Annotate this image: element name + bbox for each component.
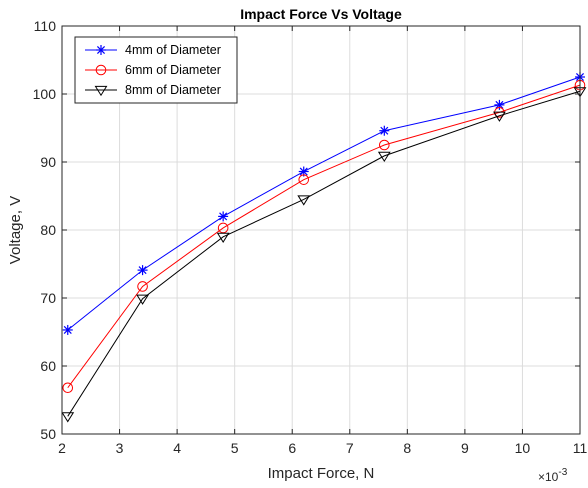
data-point	[493, 111, 506, 122]
data-point	[62, 324, 73, 335]
data-point	[298, 166, 309, 177]
x-tick-label: 10	[515, 440, 531, 456]
asterisk-stroke	[219, 212, 228, 221]
x-exponent-base: ×10	[538, 470, 559, 484]
asterisk-stroke	[96, 45, 106, 55]
x-tick-label: 6	[288, 440, 296, 456]
ticks: 2 3 4 5 6 7 8 9 10 11 50 60 70 80 90 100 110	[33, 18, 588, 456]
legend-item: 8mm of Diameter	[85, 83, 221, 97]
asterisk-stroke	[380, 126, 389, 135]
legend-item: 6mm of Diameter	[85, 63, 221, 77]
x-exponent-power: -3	[558, 467, 567, 478]
series-3	[61, 87, 587, 423]
data-point	[298, 174, 310, 185]
x-tick-label: 9	[461, 440, 469, 456]
data-point	[61, 412, 75, 423]
x-tick-label: 11	[573, 440, 588, 456]
data-point	[377, 151, 391, 163]
series-layer	[61, 72, 587, 423]
x-tick-label: 8	[403, 440, 411, 456]
data-point	[62, 382, 74, 394]
legend-label: 4mm of Diameter	[125, 43, 221, 57]
x-tick-label: 2	[58, 440, 66, 456]
asterisk-stroke	[63, 325, 72, 334]
data-point	[379, 139, 390, 151]
legend: 4mm of Diameter 6mm of Diameter 8mm of Dia…	[74, 36, 238, 104]
x-tick-label: 7	[346, 440, 354, 456]
legend-label: 6mm of Diameter	[125, 63, 221, 77]
legend-marker	[95, 64, 107, 76]
data-point	[216, 232, 230, 243]
series-line	[67, 90, 581, 417]
y-tick-label: 60	[40, 358, 56, 374]
data-point	[494, 99, 505, 110]
legend-label: 8mm of Diameter	[125, 83, 221, 97]
y-axis-label: Voltage, V	[7, 196, 24, 264]
y-tick-label: 50	[40, 426, 56, 442]
legend-marker	[94, 85, 108, 97]
asterisk-stroke	[138, 266, 147, 275]
data-point	[379, 125, 390, 136]
series-1	[62, 72, 585, 335]
x-exponent-label: ×10-3	[538, 467, 568, 484]
y-tick-label: 110	[34, 18, 57, 34]
y-tick-label: 70	[40, 290, 56, 306]
x-tick-label: 4	[173, 440, 181, 456]
data-point	[297, 195, 311, 206]
x-tick-label: 5	[231, 440, 239, 456]
x-tick-label: 3	[116, 440, 124, 456]
y-tick-label: 100	[33, 86, 57, 102]
data-point	[136, 294, 149, 305]
chart-title: Impact Force Vs Voltage	[240, 6, 402, 22]
y-tick-label: 80	[40, 222, 56, 238]
legend-marker	[96, 45, 106, 55]
data-point	[137, 281, 148, 292]
data-point	[137, 265, 148, 276]
y-tick-label: 90	[40, 154, 56, 170]
x-axis-label: Impact Force, N	[268, 465, 375, 482]
legend-item: 4mm of Diameter	[85, 43, 221, 57]
asterisk-stroke	[495, 100, 504, 109]
data-point	[218, 211, 229, 222]
asterisk-stroke	[299, 167, 308, 176]
